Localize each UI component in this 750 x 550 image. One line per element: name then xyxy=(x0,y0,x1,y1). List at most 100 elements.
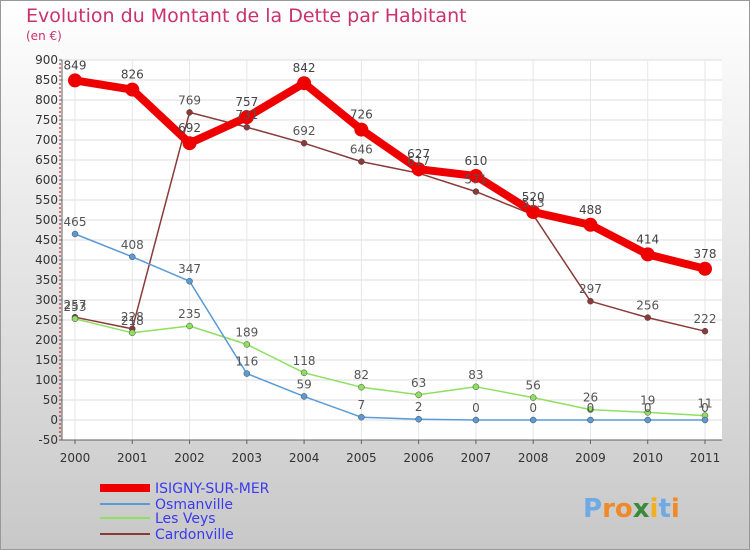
data-label: 11 xyxy=(697,397,712,411)
data-point xyxy=(186,277,193,285)
data-label: 222 xyxy=(694,312,717,326)
data-label: 757 xyxy=(235,95,258,109)
data-point xyxy=(526,205,541,219)
data-point xyxy=(529,394,537,401)
data-label: 0 xyxy=(472,401,480,415)
data-label: 610 xyxy=(464,154,487,168)
legend-label: Cardonville xyxy=(155,527,234,543)
axes: -500501001502002503003504004505005506006… xyxy=(35,53,722,465)
data-point xyxy=(129,253,136,261)
data-point xyxy=(587,406,594,413)
data-point xyxy=(297,76,312,91)
brand-letter: i xyxy=(671,494,680,524)
x-tick-label: 2000 xyxy=(60,451,91,465)
x-tick-label: 2003 xyxy=(232,451,263,465)
y-tick-label: 150 xyxy=(35,353,58,367)
data-label: 297 xyxy=(579,282,602,296)
brand-letter: x xyxy=(633,494,650,524)
data-point xyxy=(300,139,308,147)
data-label: 218 xyxy=(121,314,144,328)
series-line xyxy=(74,111,706,332)
data-point xyxy=(358,383,365,391)
data-label: 378 xyxy=(694,247,717,261)
data-label: 488 xyxy=(579,203,602,217)
series-isigny-sur-mer xyxy=(68,73,712,276)
data-label: 849 xyxy=(64,58,87,72)
data-label: 118 xyxy=(293,354,316,368)
y-tick-label: 50 xyxy=(43,393,58,407)
data-label: 257 xyxy=(64,298,87,312)
data-point xyxy=(300,393,308,400)
y-tick-label: 350 xyxy=(35,273,58,287)
y-tick-label: 650 xyxy=(35,153,58,167)
data-point xyxy=(125,82,140,97)
series-les-veys xyxy=(71,315,709,419)
data-label: 19 xyxy=(640,393,655,407)
y-tick-label: 400 xyxy=(35,253,58,267)
data-labels: 2572287697316926466175715132972562222532… xyxy=(64,58,717,415)
data-label: 56 xyxy=(526,379,541,393)
data-label: 627 xyxy=(407,147,430,161)
data-label: 2 xyxy=(415,400,423,414)
data-point xyxy=(644,409,651,416)
data-label: 116 xyxy=(235,355,258,369)
data-label: 0 xyxy=(529,401,537,415)
data-label: 513 xyxy=(522,196,545,210)
y-tick-label: 300 xyxy=(35,293,58,307)
data-label: 726 xyxy=(350,108,373,122)
data-point xyxy=(698,261,712,276)
data-label: 414 xyxy=(636,232,659,246)
data-point xyxy=(129,329,136,337)
x-tick-label: 2006 xyxy=(403,451,434,465)
x-tick-label: 2011 xyxy=(690,451,721,465)
y-tick-label: 700 xyxy=(35,133,58,147)
data-point xyxy=(640,247,655,262)
data-label: 408 xyxy=(121,238,144,252)
data-point xyxy=(186,109,193,116)
legend-label: Les Veys xyxy=(155,511,216,527)
data-point xyxy=(468,169,483,183)
data-point xyxy=(587,297,594,305)
data-point xyxy=(701,327,709,335)
data-point xyxy=(472,188,480,195)
data-label: 571 xyxy=(464,173,487,187)
chart-subtitle: (en €) xyxy=(26,29,62,43)
data-point xyxy=(415,391,422,399)
x-tick-label: 2010 xyxy=(632,451,663,465)
data-point xyxy=(583,217,598,232)
data-label: 7 xyxy=(358,398,366,412)
brand-logo: Proxiti xyxy=(583,494,680,524)
data-label: 617 xyxy=(407,154,430,168)
brand-letter: i xyxy=(650,494,659,524)
series-line xyxy=(71,76,709,273)
data-label: 520 xyxy=(522,190,545,204)
data-point xyxy=(71,315,79,323)
data-label: 228 xyxy=(121,310,144,324)
data-label: 826 xyxy=(121,68,144,82)
data-label: 59 xyxy=(296,377,311,391)
data-point xyxy=(472,416,480,424)
data-point xyxy=(71,230,79,238)
data-label: 692 xyxy=(178,121,201,135)
y-tick-label: 750 xyxy=(35,113,58,127)
y-tick-label: 550 xyxy=(35,193,58,207)
y-tick-label: -50 xyxy=(38,433,58,447)
data-label: 465 xyxy=(64,215,87,229)
data-label: 646 xyxy=(350,143,373,157)
data-point xyxy=(68,73,82,88)
data-point xyxy=(358,158,365,165)
data-point xyxy=(701,416,709,424)
data-point xyxy=(243,123,251,131)
data-label: 63 xyxy=(411,376,426,390)
y-tick-label: 500 xyxy=(35,213,58,227)
y-tick-label: 600 xyxy=(35,173,58,187)
y-tick-label: 800 xyxy=(35,93,58,107)
data-label: 0 xyxy=(587,401,595,415)
data-label: 26 xyxy=(583,391,598,405)
series-osmanville xyxy=(71,230,709,424)
x-tick-label: 2007 xyxy=(461,451,492,465)
chart-title: Evolution du Montant de la Dette par Hab… xyxy=(26,5,467,27)
